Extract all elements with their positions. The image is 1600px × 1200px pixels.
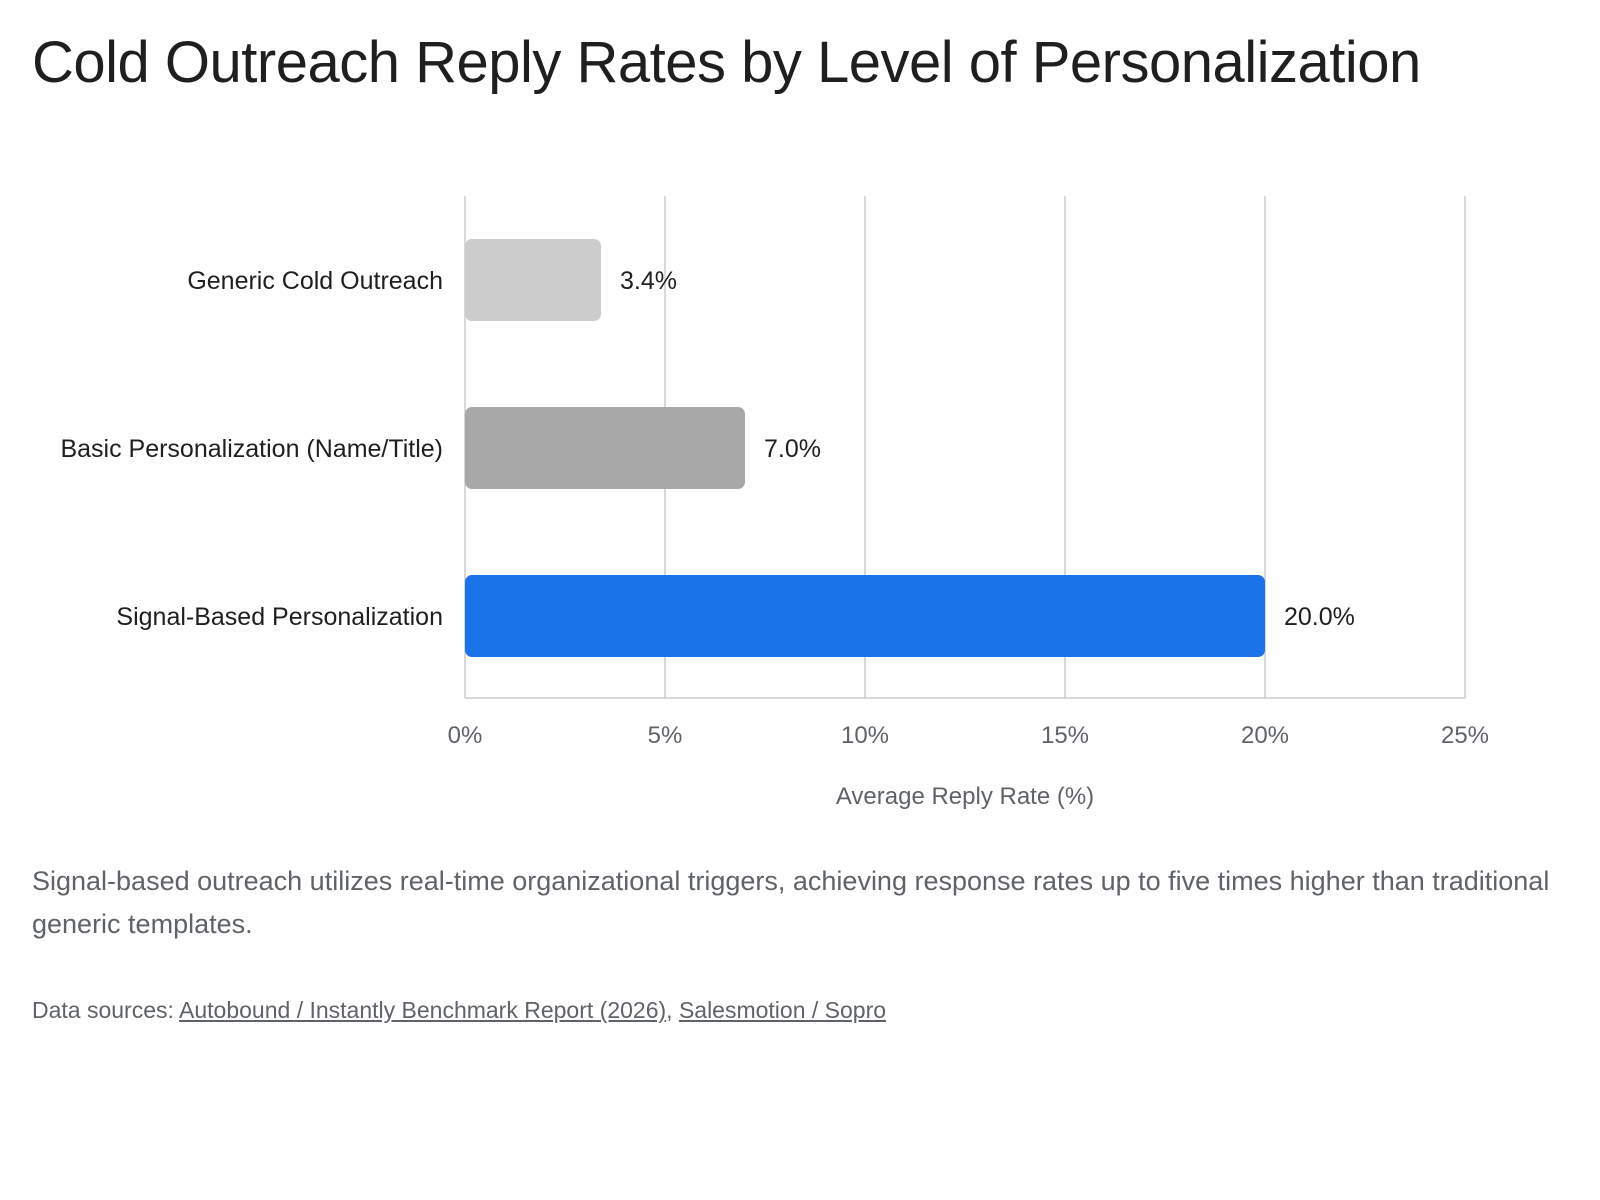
chart-caption: Signal-based outreach utilizes real-time… xyxy=(32,866,1550,940)
data-label: 3.4% xyxy=(620,267,677,295)
source-link-salesmotion[interactable]: Salesmotion / Sopro xyxy=(678,997,887,1023)
category-label: Generic Cold Outreach xyxy=(187,267,443,295)
source-link-autobound[interactable]: Autobound / Instantly Benchmark Report (… xyxy=(179,997,667,1023)
data-sources: Data sources: Autobound / Instantly Benc… xyxy=(32,996,886,1026)
x-tick-label: 20% xyxy=(1241,722,1289,749)
category-label: Signal-Based Personalization xyxy=(116,603,443,631)
x-axis-title: Average Reply Rate (%) xyxy=(836,783,1094,810)
bar xyxy=(465,407,745,489)
x-tick-label: 0% xyxy=(448,722,483,749)
source-separator: , xyxy=(666,997,673,1023)
x-tick-label: 5% xyxy=(648,722,683,749)
data-label: 7.0% xyxy=(764,435,821,463)
x-tick-label: 10% xyxy=(841,722,889,749)
chart-labels: 0% 5% 10% 15% 20% 25% Generic Cold Outreach 3.4… xyxy=(60,267,1489,749)
x-tick-label: 15% xyxy=(1041,722,1089,749)
data-sources-prefix: Data sources: xyxy=(32,997,174,1023)
chart-bars xyxy=(465,239,1265,657)
bar xyxy=(465,239,601,321)
x-tick-label: 25% xyxy=(1441,722,1489,749)
data-label: 20.0% xyxy=(1284,603,1355,631)
bar xyxy=(465,575,1265,657)
page-title: Cold Outreach Reply Rates by Level of Pe… xyxy=(32,30,1421,95)
bar-chart: 0% 5% 10% 15% 20% 25% Generic Cold Outreach 3.4… xyxy=(60,196,1489,810)
category-label: Basic Personalization (Name/Title) xyxy=(60,435,443,463)
